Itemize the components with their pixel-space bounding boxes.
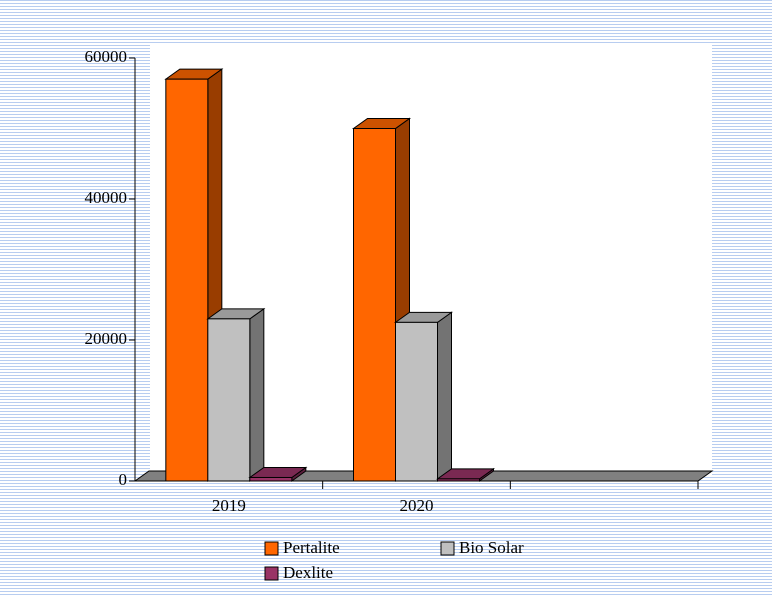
bar [437,478,480,482]
y-tick-label: 40000 [85,188,128,207]
bar-side [437,311,452,482]
x-tick-label: 2020 [400,496,434,515]
bar [395,321,438,482]
legend-label: Dexlite [283,563,333,582]
bar [249,476,293,482]
legend-label: Bio Solar [459,538,524,557]
x-tick-label: 2019 [212,496,246,515]
y-tick-label: 0 [119,470,128,489]
bar [207,318,251,482]
y-tick-label: 20000 [85,329,128,348]
legend-swatch [264,541,279,556]
bar [165,78,209,482]
y-tick-label: 60000 [85,47,128,66]
legend-label: Pertalite [283,538,340,557]
bar [353,128,396,482]
legend-swatch [264,566,279,581]
legend-swatch [440,541,455,556]
bar-side [249,307,265,482]
